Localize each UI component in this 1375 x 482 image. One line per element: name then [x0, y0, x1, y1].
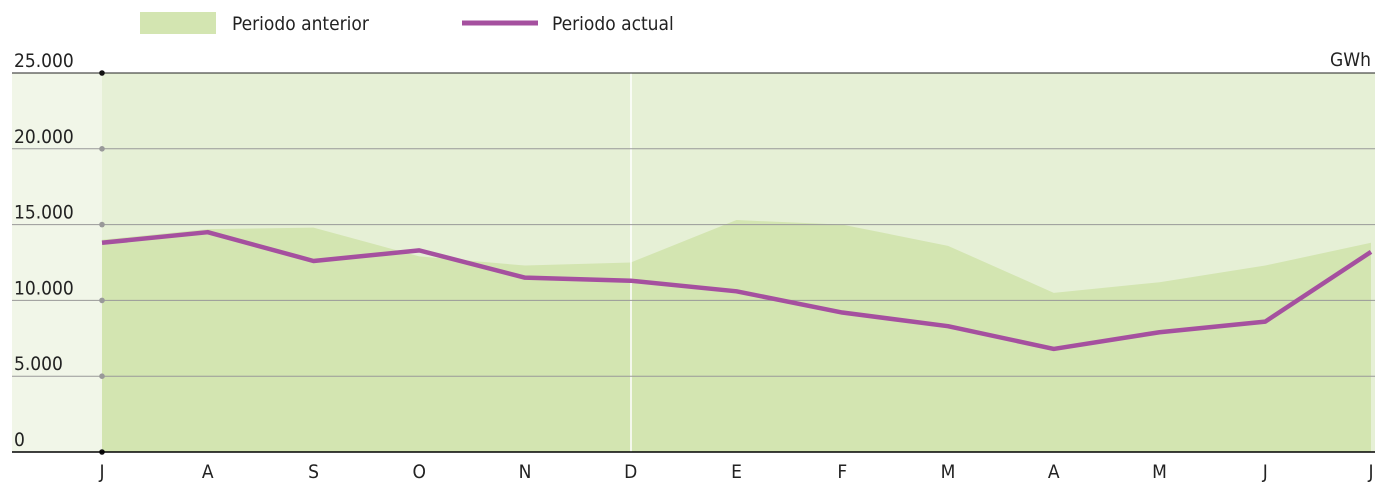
tick-dot	[99, 221, 105, 228]
unit-label: GWh	[1330, 49, 1371, 71]
x-tick-label: S	[308, 461, 319, 482]
x-tick-label: F	[837, 461, 847, 482]
legend-swatch	[140, 12, 216, 34]
y-tick-label: 5.000	[14, 353, 63, 375]
y-tick-label: 0	[14, 429, 25, 451]
tick-dot	[99, 297, 105, 304]
label-band	[12, 73, 102, 452]
tick-dot	[99, 70, 105, 76]
x-tick-label: A	[1048, 461, 1060, 482]
x-tick-label: A	[202, 461, 214, 482]
tick-dot	[99, 146, 105, 152]
legend-label: Periodo anterior	[232, 13, 370, 35]
y-tick-label: 25.000	[14, 50, 74, 72]
y-tick-label: 10.000	[14, 277, 74, 299]
x-tick-label: J	[1262, 461, 1268, 482]
x-tick-label: M	[1152, 461, 1167, 482]
x-tick-label: O	[413, 461, 426, 482]
legend-label: Periodo actual	[552, 13, 674, 35]
x-tick-label: N	[519, 461, 532, 482]
line	[101, 229, 1373, 352]
x-tick-label: J	[98, 461, 104, 482]
y-tick-label: 15.000	[14, 202, 74, 224]
tick-dot	[99, 373, 105, 380]
area	[102, 220, 1371, 452]
x-tick-label: E	[731, 461, 742, 482]
y-tick-label: 20.000	[14, 126, 74, 148]
x-tick-label: J	[1367, 461, 1373, 482]
x-tick-label: M	[941, 461, 956, 482]
x-tick-label: D	[624, 461, 637, 482]
